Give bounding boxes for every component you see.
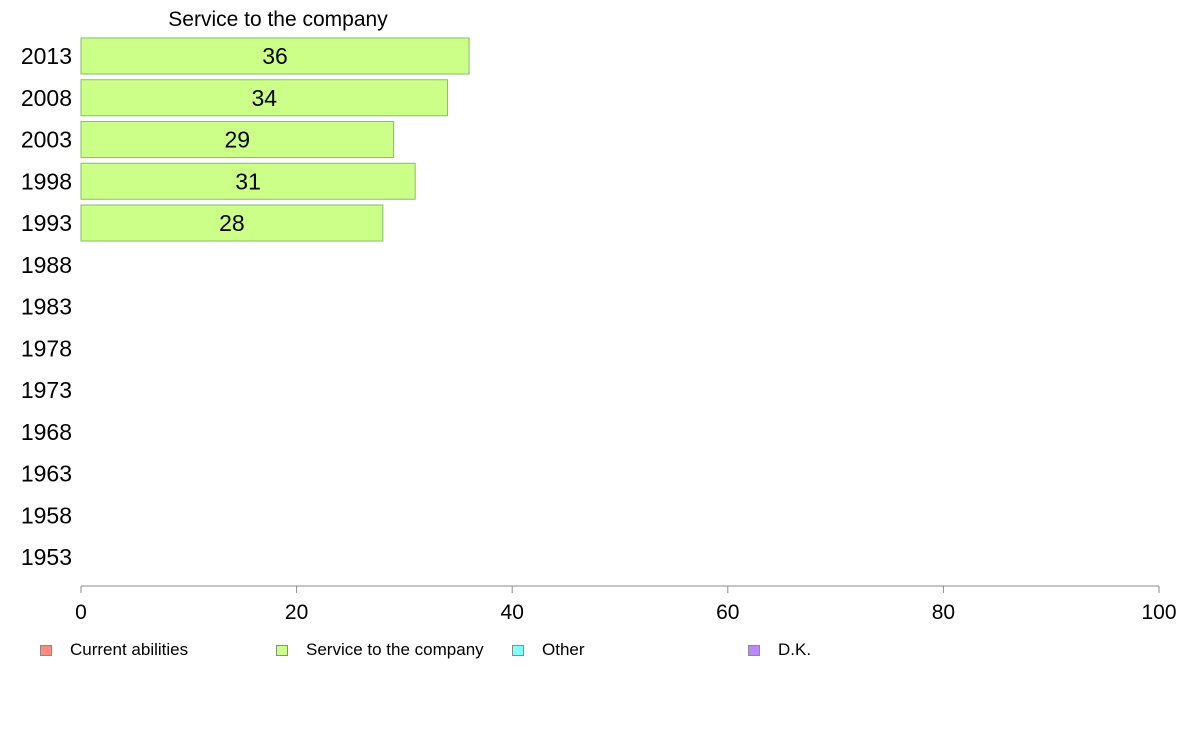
y-tick-label: 2013 [21,43,72,69]
bar-value-label: 36 [262,43,288,69]
legend: Current abilities Service to the company… [0,639,1188,663]
bar [80,121,395,158]
y-tick-label: 1978 [21,335,72,361]
legend-label: Service to the company [306,640,484,659]
bar [80,79,449,117]
legend-label: Other [542,640,585,659]
bar [80,37,470,75]
legend-label: D.K. [778,640,812,659]
legend-item-service-to-the-company: Service to the company [276,639,484,661]
x-tick-label: 40 [501,601,524,624]
bar-value-label: 29 [225,127,251,153]
legend-item-current-abilities: Current abilities [40,639,188,661]
y-tick-label: 1973 [21,377,72,403]
bar-value-label: 31 [235,168,261,194]
y-tick-label: 1988 [21,252,72,278]
y-axis-tick-labels: 2013 2008 2003 1998 1993 1988 1983 1978 1973 1968… [21,43,72,570]
y-tick-label: 1998 [21,168,72,194]
x-tick-label: 80 [932,601,955,624]
y-tick-label: 1993 [21,210,72,236]
legend-swatch-dk [748,644,760,656]
y-tick-label: 1963 [21,461,72,487]
y-tick-label: 1953 [21,544,72,570]
bar-value-label: 34 [251,85,277,111]
legend-item-other: Other [512,639,585,661]
chart-title: Service to the company [168,8,388,31]
x-tick-label: 60 [716,601,739,624]
bar [80,162,416,200]
legend-swatch-service-to-the-company [276,644,288,656]
legend-swatch-current-abilities [40,644,52,656]
legend-label: Current abilities [70,640,189,659]
y-tick-label: 1968 [21,419,72,445]
y-tick-label: 1983 [21,294,72,320]
x-tick-label: 100 [1141,601,1176,624]
bar [80,204,384,242]
x-tick-label: 20 [285,601,308,624]
legend-item-dk: D.K. [748,639,811,661]
y-tick-label: 2003 [21,127,72,153]
y-tick-label: 2008 [21,85,72,111]
bar-value-label: 28 [219,210,245,236]
legend-swatch-other [512,644,524,656]
x-tick-label: 0 [75,601,87,624]
y-tick-label: 1958 [21,502,72,528]
x-axis: 0 20 40 60 80 100 [75,585,1177,624]
